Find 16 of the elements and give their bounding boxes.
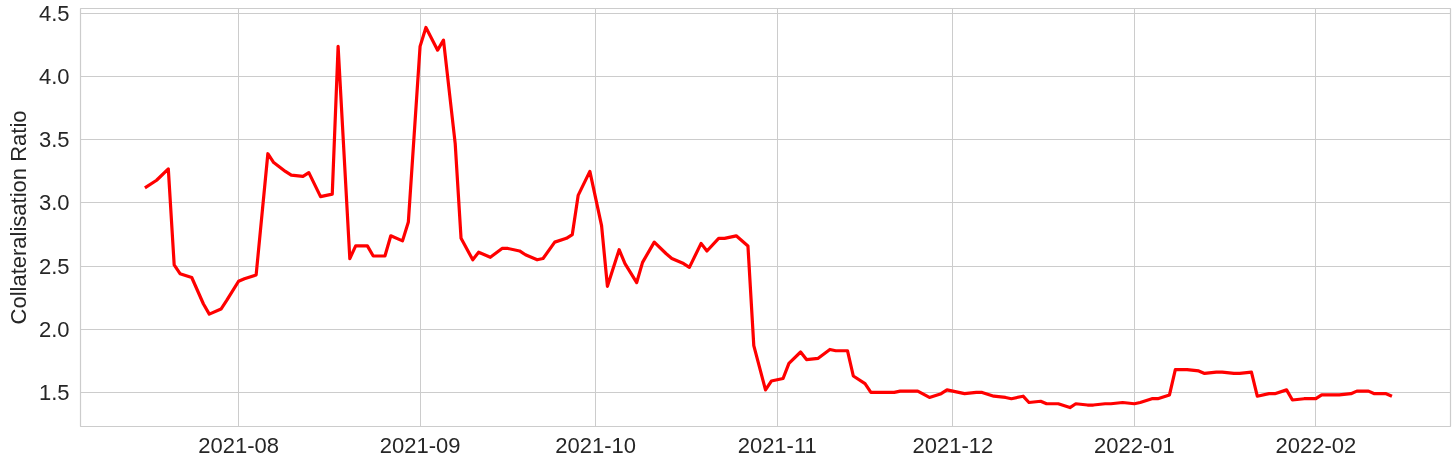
x-tick-label: 2021-09 [379, 432, 461, 458]
x-tick-label: 2022-01 [1093, 432, 1175, 458]
y-tick-label: 4.5 [38, 1, 70, 27]
line-series [143, 25, 1394, 410]
x-tick-label: 2021-11 [737, 432, 817, 458]
y-tick-label: 4.0 [38, 64, 70, 90]
x-tick-label: 2021-10 [555, 432, 637, 458]
y-tick-label: 3.0 [38, 190, 70, 216]
x-tick-label: 2021-08 [198, 432, 279, 458]
y-tick-label: 3.5 [38, 127, 70, 153]
y-tick-label: 1.5 [38, 379, 70, 405]
y-tick-label: 2.0 [38, 316, 70, 342]
x-tick-label: 2021-12 [912, 432, 994, 458]
x-tick-label: 2022-02 [1275, 432, 1357, 458]
y-axis-title: Collateralisation Ratio [5, 110, 31, 325]
y-tick-label: 2.5 [38, 253, 70, 279]
